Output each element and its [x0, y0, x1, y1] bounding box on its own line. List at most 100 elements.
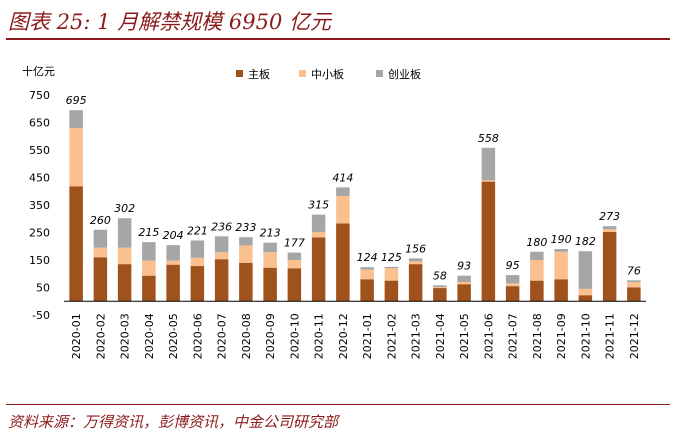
y-axis-unit-label: 十亿元 — [22, 64, 55, 78]
y-tick-label: 150 — [29, 254, 50, 267]
y-axis: -50 50 150 250 350 450 550 650 750 — [29, 89, 50, 322]
x-tick-label: 2021-10 — [579, 313, 592, 359]
x-tick-label: 2020-04 — [143, 313, 156, 359]
bar-segment-main-board — [142, 275, 156, 302]
total-label: 213 — [260, 227, 281, 240]
source-note: 资料来源：万得资讯，彭博资讯，中金公司研究部 — [8, 413, 339, 431]
title-divider — [6, 38, 670, 40]
x-tick-label: 2020-03 — [119, 313, 132, 359]
bar-segment-sme-board — [602, 229, 617, 232]
x-tick-label: 2020-12 — [337, 313, 350, 359]
x-tick-label: 2020-01 — [70, 313, 83, 359]
bar-segment-sme-board — [214, 252, 229, 260]
bar-segment-sme-board — [263, 252, 277, 268]
total-label: 180 — [526, 236, 547, 249]
bar-segment-main-board — [93, 257, 108, 302]
total-label: 221 — [187, 224, 208, 237]
x-tick-label: 2021-07 — [507, 313, 520, 359]
bar-segment-main-board — [336, 223, 350, 302]
x-tick-label: 2020-08 — [240, 313, 253, 359]
y-tick-label: 650 — [29, 117, 50, 130]
bar-segment-sme-board — [336, 195, 350, 224]
bar-segment-chinext — [190, 240, 205, 258]
bar-segment-main-board — [408, 264, 423, 302]
bar-segment-chinext — [408, 258, 423, 262]
bar-segment-sme-board — [578, 288, 593, 296]
bar-segment-main-board — [117, 264, 132, 302]
bar-segment-chinext — [263, 242, 277, 253]
y-tick-label: 350 — [29, 199, 50, 212]
legend-swatch — [236, 70, 243, 77]
bar-segment-sme-board — [239, 245, 253, 263]
total-label: 95 — [506, 259, 520, 272]
bar-segment-chinext — [481, 147, 496, 181]
x-tick-label: 2020-05 — [167, 313, 180, 359]
bar-segment-chinext — [384, 266, 399, 269]
y-tick-label: 750 — [29, 89, 50, 102]
bar-segment-main-board — [311, 237, 326, 302]
bar-segment-sme-board — [433, 286, 447, 289]
total-label: 125 — [381, 251, 402, 264]
total-label: 414 — [332, 171, 353, 184]
bar-segment-sme-board — [554, 251, 568, 280]
bar-segment-sme-board — [384, 268, 399, 281]
bar-segment-chinext — [311, 214, 326, 232]
bar-segment-chinext — [578, 251, 593, 289]
bar-segment-chinext — [93, 229, 108, 248]
bar-segment-chinext — [336, 187, 350, 196]
x-tick-label: 2020-07 — [216, 313, 229, 359]
bar-segment-main-board — [554, 279, 568, 302]
bar-segment-sme-board — [627, 282, 641, 288]
total-label: 76 — [627, 264, 641, 277]
bar-segment-main-board — [239, 262, 253, 302]
x-axis: 2020-01 2020-02 2020-03 2020-04 2020-05 2020-… — [64, 300, 646, 359]
bar-segment-sme-board — [481, 180, 496, 182]
x-tick-label: 2021-09 — [555, 313, 568, 359]
legend-label: 中小板 — [311, 67, 344, 81]
bar-segment-main-board — [505, 286, 520, 302]
legend: 主板 中小板 创业板 — [236, 67, 421, 81]
bar-segment-sme-board — [311, 231, 326, 238]
bar-segment-sme-board — [69, 128, 83, 187]
bar-segment-sme-board — [166, 260, 180, 265]
legend-label: 主板 — [248, 67, 270, 81]
total-label: 124 — [357, 251, 378, 264]
total-label: 233 — [235, 221, 256, 234]
bar-segment-sme-board — [530, 260, 544, 281]
bar-segment-sme-board — [93, 247, 108, 258]
y-tick-label: 250 — [29, 227, 50, 240]
x-tick-label: 2021-11 — [604, 313, 617, 359]
bar-segment-sme-board — [408, 261, 423, 265]
bar-segment-sme-board — [190, 257, 205, 267]
bar-segment-main-board — [190, 266, 205, 302]
bar-segment-main-board — [627, 287, 641, 302]
x-tick-label: 2020-06 — [191, 313, 204, 359]
bars — [69, 110, 641, 302]
bar-segment-chinext — [142, 242, 156, 261]
bar-segment-main-board — [578, 295, 593, 302]
bar-segment-main-board — [481, 181, 496, 302]
total-label: 215 — [138, 226, 159, 239]
bar-segment-chinext — [287, 252, 302, 260]
bar-segment-main-board — [287, 268, 302, 302]
total-label: 93 — [457, 260, 471, 273]
legend-swatch — [299, 70, 306, 77]
total-label: 273 — [599, 210, 620, 223]
bar-segment-chinext — [214, 236, 229, 253]
total-label: 182 — [575, 235, 596, 248]
bar-segment-main-board — [530, 280, 544, 302]
bar-segment-main-board — [360, 279, 374, 302]
legend-label: 创业板 — [388, 67, 421, 81]
bar-segment-chinext — [554, 249, 568, 252]
total-label: 236 — [211, 220, 232, 233]
y-tick-label: -50 — [32, 309, 50, 322]
footer-divider — [6, 404, 670, 405]
y-tick-label: 450 — [29, 172, 50, 185]
x-tick-label: 2021-02 — [385, 313, 398, 359]
bar-segment-chinext — [433, 285, 447, 287]
x-tick-label: 2021-03 — [410, 313, 423, 359]
bar-segment-chinext — [505, 275, 520, 284]
legend-swatch — [376, 70, 383, 77]
bar-segment-chinext — [627, 280, 641, 282]
